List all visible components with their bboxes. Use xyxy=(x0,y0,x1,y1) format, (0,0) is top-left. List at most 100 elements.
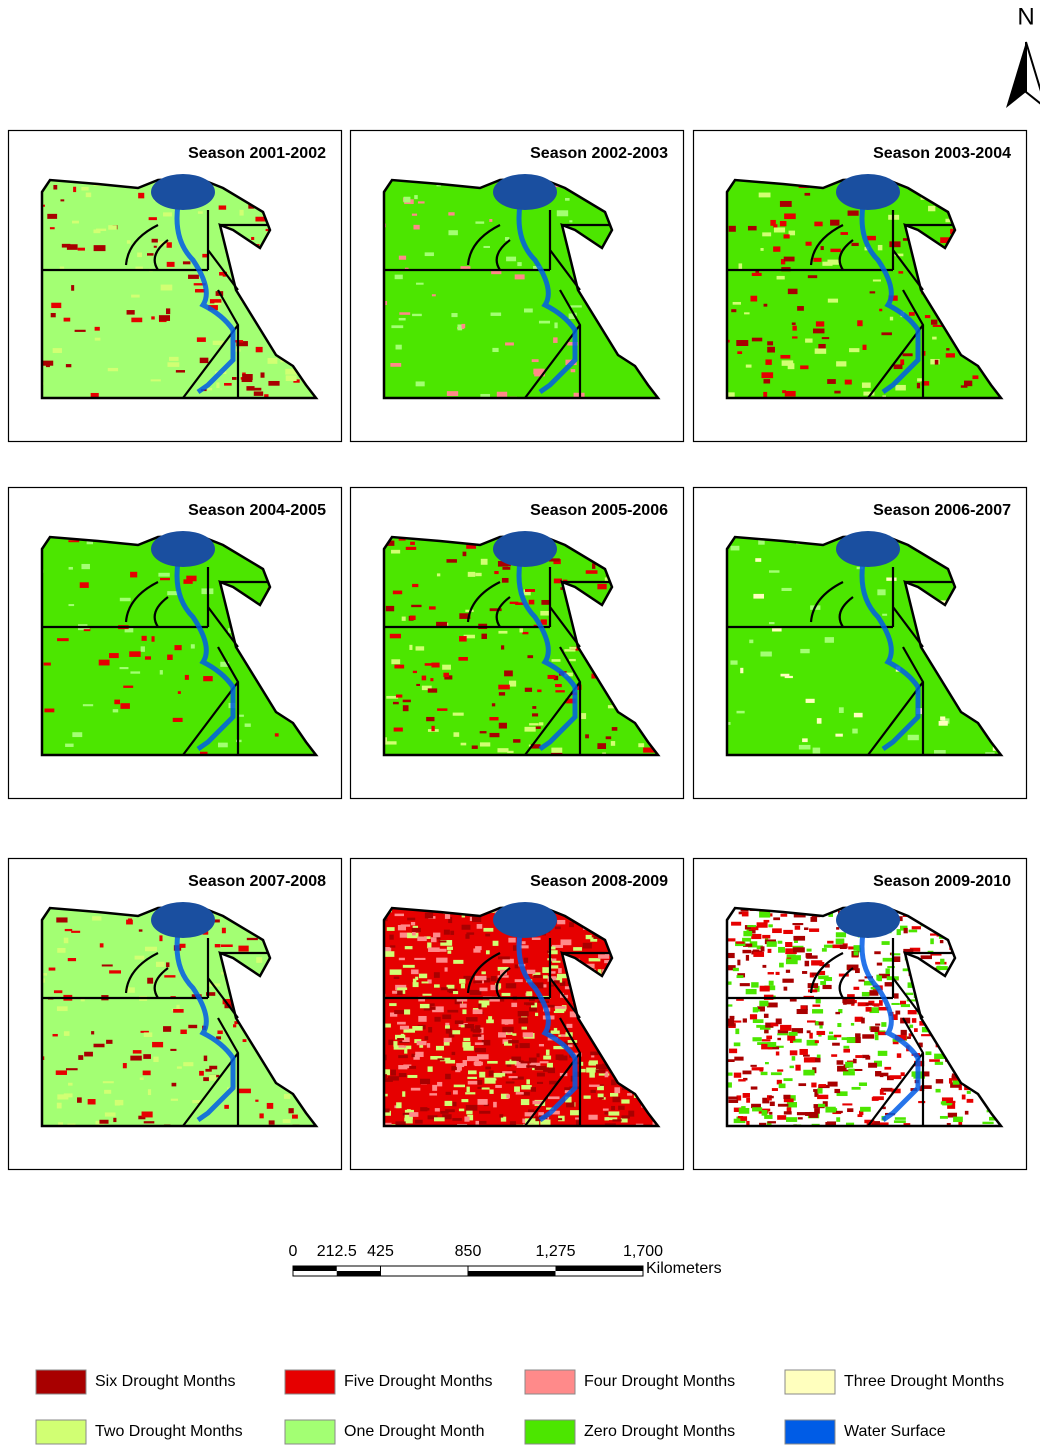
map-speckle xyxy=(466,932,474,934)
map-speckle xyxy=(217,1030,222,1034)
map-speckle xyxy=(60,199,64,201)
map-speckle xyxy=(784,213,796,219)
map-speckle xyxy=(462,925,471,930)
map-speckle xyxy=(855,1055,862,1058)
map-speckle xyxy=(455,1020,464,1024)
map-speckle xyxy=(178,691,181,694)
map-speckle xyxy=(831,1054,837,1057)
map-speckle xyxy=(753,1019,764,1023)
map-speckle xyxy=(571,369,576,372)
map-speckle xyxy=(807,1020,816,1022)
map-speckle xyxy=(767,1042,776,1047)
panel-title: Season 2005-2006 xyxy=(530,502,668,519)
map-speckle xyxy=(439,940,447,942)
map-speckle xyxy=(186,576,196,582)
map-speckle xyxy=(404,1009,410,1014)
map-speckle xyxy=(512,1033,516,1035)
map-speckle xyxy=(461,1099,468,1102)
map-speckle xyxy=(456,1063,464,1067)
map-speckle xyxy=(385,741,397,744)
map-speckle xyxy=(933,325,943,327)
map-speckle xyxy=(102,964,113,966)
map-speckle xyxy=(64,1031,70,1036)
map-speckle xyxy=(827,941,833,944)
scale-label: 212.5 xyxy=(317,1243,357,1260)
map-speckle xyxy=(819,1084,827,1087)
map-speckle xyxy=(557,920,565,924)
map-speckle xyxy=(612,1097,620,1102)
map-speckle xyxy=(780,201,792,207)
map-speckle xyxy=(483,246,490,248)
map-speckle xyxy=(292,1115,298,1119)
map-speckle xyxy=(761,372,773,378)
map-speckle xyxy=(590,1090,595,1093)
map-speckle xyxy=(792,923,803,925)
map-speckle xyxy=(442,665,451,670)
map-speckle xyxy=(518,1018,528,1024)
map-speckle xyxy=(95,327,100,331)
map-speckle xyxy=(815,348,827,353)
map-speckle xyxy=(909,930,918,933)
map-speckle xyxy=(752,273,762,276)
map-speckle xyxy=(525,589,535,592)
scale-label: 0 xyxy=(289,1243,298,1260)
map-speckle xyxy=(411,605,421,607)
map-speckle xyxy=(830,249,840,252)
map-speckle xyxy=(894,993,899,998)
map-speckle xyxy=(77,1097,82,1102)
map-speckle xyxy=(203,1077,209,1081)
map-speckle xyxy=(804,1057,815,1062)
map-speckle xyxy=(218,743,228,748)
map-panel: Season 2006-2007 xyxy=(694,488,1027,799)
map-speckle xyxy=(627,1093,632,1096)
map-speckle xyxy=(932,337,937,340)
map-speckle xyxy=(494,571,498,574)
map-speckle xyxy=(428,1027,432,1032)
map-speckle xyxy=(430,1007,436,1010)
map-speckle xyxy=(491,976,497,981)
map-speckle xyxy=(836,932,846,937)
map-speckle xyxy=(428,688,437,692)
map-speckle xyxy=(420,1004,430,1008)
map-speckle xyxy=(851,243,858,246)
map-speckle xyxy=(912,926,921,929)
map-speckle xyxy=(728,1096,737,1099)
map-speckle xyxy=(882,941,890,945)
map-speckle xyxy=(729,1049,737,1054)
map-speckle xyxy=(54,990,62,993)
map-speckle xyxy=(541,600,549,605)
map-speckle xyxy=(481,971,485,974)
map-speckle xyxy=(772,1088,778,1091)
map-speckle xyxy=(566,1024,572,1028)
map-speckle xyxy=(767,347,775,353)
map-speckle xyxy=(163,1026,171,1032)
map-speckle xyxy=(62,244,71,248)
map-speckle xyxy=(818,1104,825,1107)
map-speckle xyxy=(508,938,515,943)
map-speckle xyxy=(429,1093,437,1095)
map-speckle xyxy=(396,694,402,697)
map-speckle xyxy=(769,1096,774,1098)
map-speckle xyxy=(167,362,179,367)
map-speckle xyxy=(440,1111,448,1114)
map-speckle xyxy=(214,303,221,305)
map-figure: N Season 2001-2002Season 2002-2003Season… xyxy=(0,0,1040,1447)
map-speckle xyxy=(219,205,226,209)
map-speckle xyxy=(842,1103,852,1105)
map-speckle xyxy=(142,636,147,641)
map-speckle xyxy=(930,938,934,944)
map-speckle xyxy=(525,727,536,732)
map-speckle xyxy=(493,1102,497,1108)
map-speckle xyxy=(444,930,450,935)
map-speckle xyxy=(413,671,417,673)
map-speckle xyxy=(924,1071,930,1076)
map-speckle xyxy=(268,381,279,386)
map-speckle xyxy=(505,1022,509,1025)
map-speckle xyxy=(764,1014,769,1018)
map-speckle xyxy=(814,222,822,227)
map-speckle xyxy=(786,970,790,973)
map-speckle xyxy=(940,1116,948,1119)
map-speckle xyxy=(437,1082,442,1086)
map-speckle xyxy=(69,567,73,570)
map-speckle xyxy=(419,974,427,979)
